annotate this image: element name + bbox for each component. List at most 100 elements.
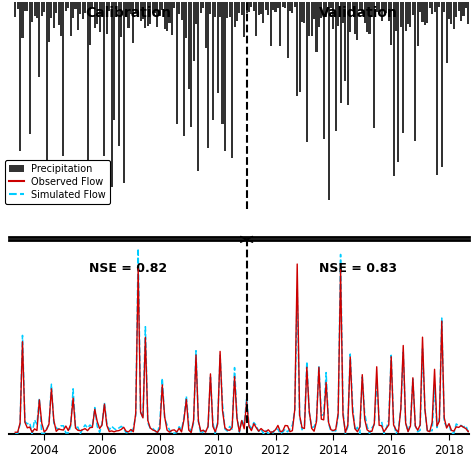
Bar [328, 2, 329, 200]
Bar [349, 2, 351, 32]
Bar [410, 2, 411, 27]
Bar [82, 2, 84, 19]
Bar [226, 2, 228, 18]
Bar [128, 2, 129, 28]
Bar [313, 2, 315, 18]
Bar [70, 2, 72, 36]
Bar [161, 2, 163, 10]
Bar [436, 2, 438, 175]
Bar [99, 2, 100, 32]
Bar [229, 2, 231, 17]
Bar [24, 2, 26, 11]
Bar [171, 2, 173, 35]
Bar [48, 2, 50, 42]
Bar [103, 2, 105, 156]
Bar [356, 2, 358, 40]
Bar [258, 2, 260, 15]
Bar [366, 2, 368, 32]
Bar [219, 2, 221, 17]
Bar [448, 2, 450, 19]
Bar [402, 2, 404, 133]
Bar [419, 2, 421, 11]
Bar [60, 2, 62, 36]
Bar [77, 2, 79, 30]
Bar [378, 2, 380, 14]
Bar [446, 2, 447, 63]
Bar [294, 2, 296, 7]
Bar [224, 2, 226, 151]
Bar [345, 2, 346, 81]
Bar [267, 2, 269, 15]
Legend: Precipitation, Observed Flow, Simulated Flow: Precipitation, Observed Flow, Simulated … [5, 160, 110, 204]
Bar [388, 2, 390, 21]
Bar [472, 2, 474, 95]
Bar [361, 2, 363, 12]
Bar [221, 2, 224, 124]
Bar [299, 2, 301, 92]
Bar [168, 2, 171, 23]
Bar [426, 2, 428, 23]
Bar [41, 2, 43, 16]
Bar [200, 2, 202, 13]
Bar [79, 2, 82, 14]
Bar [424, 2, 426, 25]
Bar [65, 2, 67, 11]
Bar [332, 2, 334, 28]
Bar [246, 2, 247, 13]
Bar [407, 2, 409, 24]
Bar [139, 2, 142, 20]
Bar [428, 2, 431, 8]
Bar [17, 2, 18, 9]
Bar [29, 2, 31, 134]
Bar [101, 2, 103, 11]
Bar [188, 2, 190, 89]
Bar [130, 2, 132, 14]
Bar [243, 2, 245, 37]
Bar [96, 2, 98, 24]
Bar [125, 2, 127, 16]
Text: NSE = 0.83: NSE = 0.83 [319, 262, 397, 274]
Bar [303, 2, 305, 23]
Bar [248, 2, 250, 12]
Bar [87, 2, 89, 182]
Bar [414, 2, 416, 141]
Bar [217, 2, 219, 93]
Bar [55, 2, 57, 13]
Bar [58, 2, 60, 25]
Bar [364, 2, 366, 23]
Bar [412, 2, 414, 15]
Bar [342, 2, 344, 23]
Bar [236, 2, 238, 21]
Bar [467, 2, 469, 24]
Bar [310, 2, 313, 36]
Bar [152, 2, 154, 13]
Bar [306, 2, 308, 142]
Bar [421, 2, 424, 22]
Bar [137, 2, 139, 15]
Bar [72, 2, 74, 18]
Bar [210, 2, 211, 14]
Bar [159, 2, 161, 17]
Bar [272, 2, 274, 10]
Bar [36, 2, 38, 18]
Bar [347, 2, 349, 105]
Bar [438, 2, 440, 7]
Bar [441, 2, 443, 167]
Bar [450, 2, 453, 24]
Bar [110, 2, 113, 187]
Bar [67, 2, 69, 8]
Bar [374, 2, 375, 128]
Bar [74, 2, 76, 9]
Bar [202, 2, 204, 9]
Bar [94, 2, 96, 28]
Bar [156, 2, 158, 27]
Bar [383, 2, 385, 11]
Bar [465, 2, 467, 8]
Bar [108, 2, 110, 10]
Bar [238, 2, 240, 13]
Bar [14, 2, 16, 17]
Bar [400, 2, 402, 27]
Bar [89, 2, 91, 45]
Bar [460, 2, 462, 21]
Bar [197, 2, 200, 171]
